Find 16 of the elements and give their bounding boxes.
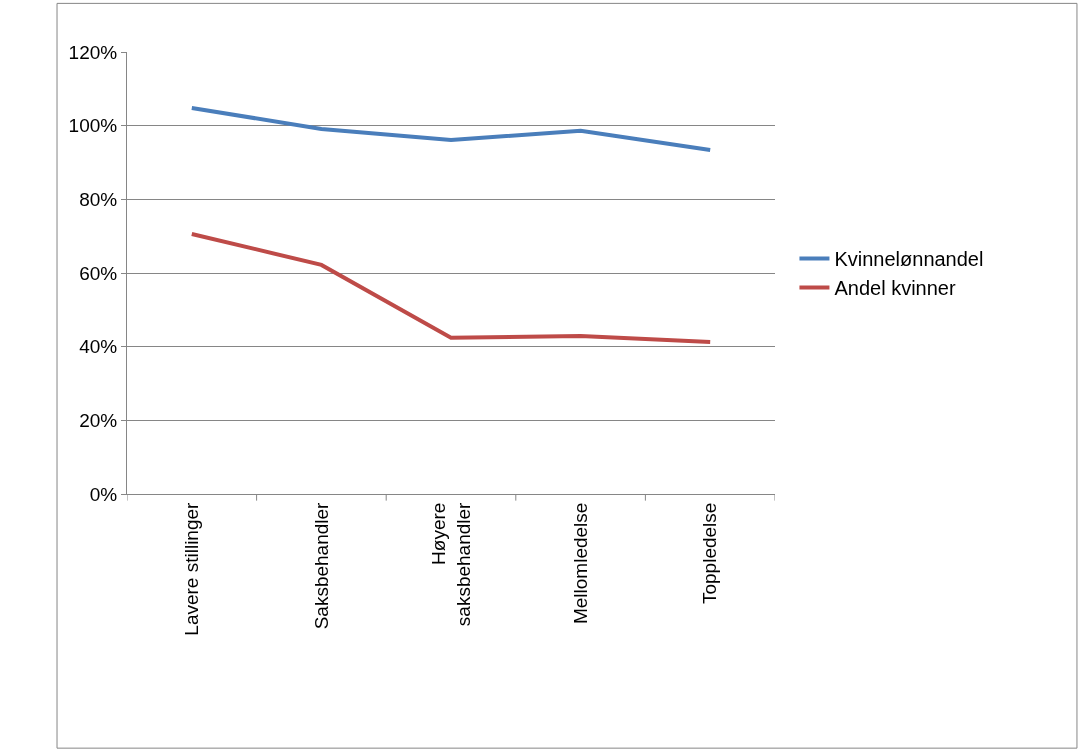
x-tick-label: Mellomledelse — [569, 502, 591, 625]
x-tick-label: Lavere stillinger — [180, 501, 202, 636]
legend-label: Kvinnelønnandel — [834, 248, 984, 271]
y-tick-label: 100% — [68, 115, 118, 137]
legend-label: Andel kvinner — [834, 277, 956, 300]
x-tick-label: Saksbehandler — [310, 501, 332, 630]
y-tick-label: 0% — [89, 483, 118, 505]
line-series — [189, 105, 713, 152]
y-tick-label: 120% — [68, 41, 118, 63]
x-tick-label: Høyere saksbehandler — [427, 501, 474, 627]
y-tick-label: 40% — [79, 336, 118, 358]
y-tick-label: 80% — [79, 188, 118, 210]
x-tick-label: Toppledelse — [699, 502, 721, 605]
y-tick-label: 20% — [79, 409, 118, 431]
y-tick-label: 60% — [79, 262, 118, 284]
line-series — [189, 231, 713, 344]
